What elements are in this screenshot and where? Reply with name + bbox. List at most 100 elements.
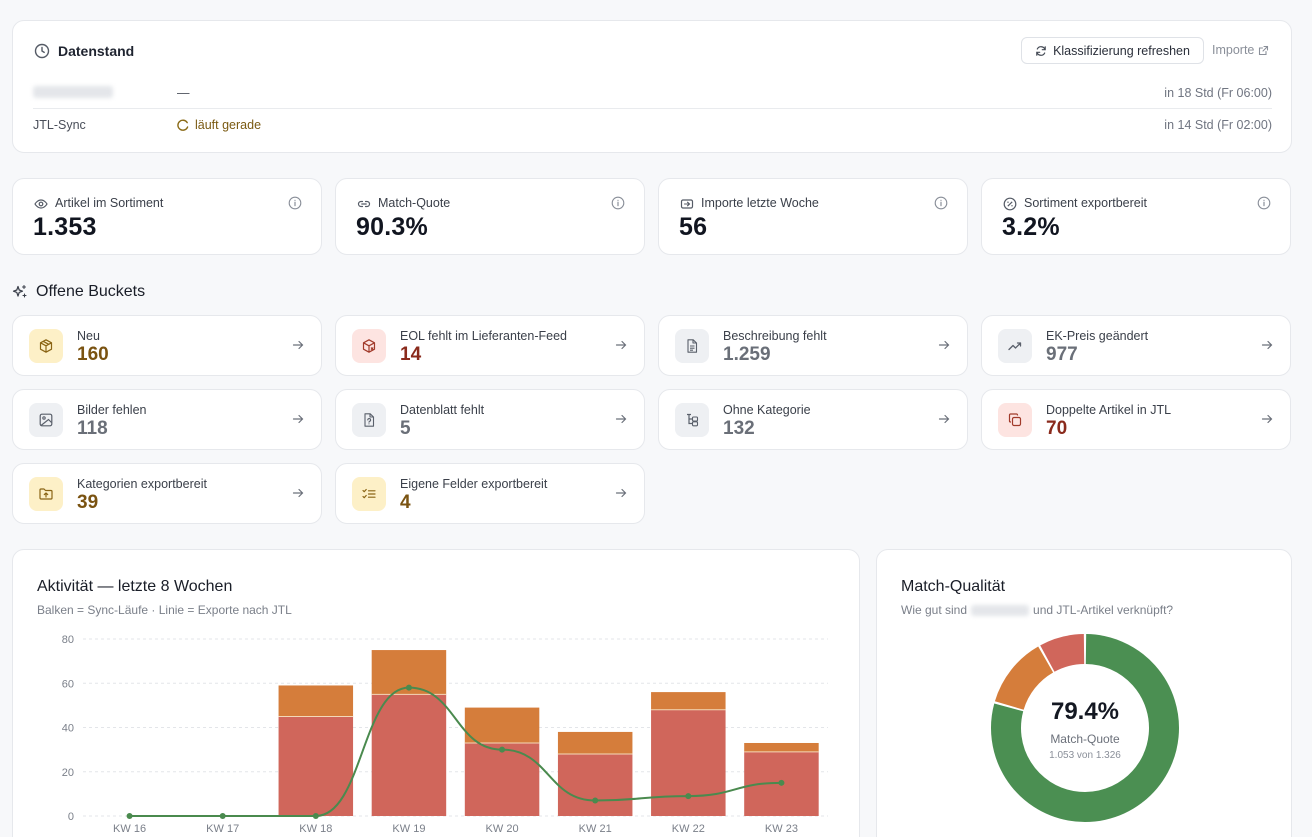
datenstand-card: Datenstand Klassifizierung refreshen Imp… <box>12 20 1292 153</box>
kpi-value: 90.3% <box>356 213 428 241</box>
activity-chart-subtitle: Balken = Sync-Läufe · Linie = Exporte na… <box>37 603 292 617</box>
image-icon <box>29 403 63 437</box>
package-icon <box>29 329 63 363</box>
donut-center-detail: 1.053 von 1.326 <box>1049 750 1121 761</box>
x-tick-label: KW 19 <box>392 823 425 835</box>
copy-icon <box>998 403 1032 437</box>
kpi-label: Sortiment exportbereit <box>1024 196 1147 210</box>
x-tick-label: KW 22 <box>672 823 705 835</box>
percent-icon <box>1003 197 1017 211</box>
bucket-bilder-fehlen[interactable]: Bilder fehlen 118 <box>12 389 322 450</box>
bucket-eigene-felder-exportbereit[interactable]: Eigene Felder exportbereit 4 <box>335 463 645 524</box>
sync-row-status: — <box>177 86 190 100</box>
line-point <box>499 746 506 753</box>
bucket-ek-preis-geaendert[interactable]: EK-Preis geändert 977 <box>981 315 1291 376</box>
bucket-label: EOL fehlt im Lieferanten-Feed <box>400 329 567 343</box>
bucket-value: 1.259 <box>723 344 771 365</box>
arrow-right-icon <box>614 486 628 500</box>
line-point <box>778 779 785 786</box>
clock-icon <box>34 43 50 59</box>
bar-segment-2 <box>278 685 354 717</box>
kpi-label: Artikel im Sortiment <box>55 196 164 210</box>
bar-segment-2 <box>651 692 726 710</box>
bucket-label: Neu <box>77 329 100 343</box>
y-tick-label: 40 <box>62 723 74 735</box>
external-link-icon <box>1258 45 1269 56</box>
y-tick-label: 0 <box>68 811 74 823</box>
line-point <box>405 684 412 691</box>
kpi-artikel-im-sortiment: Artikel im Sortiment 1.353 <box>12 178 322 255</box>
info-icon[interactable] <box>1257 196 1271 210</box>
subtitle-part: und JTL-Artikel verknüpft? <box>1033 603 1174 617</box>
bar-segment-2 <box>464 707 540 743</box>
sync-row-supplier: — in 18 Std (Fr 06:00) <box>33 77 1272 109</box>
file-text-icon <box>675 329 709 363</box>
bucket-value: 118 <box>77 418 108 439</box>
sync-status-text: läuft gerade <box>195 118 262 132</box>
datenstand-title: Datenstand <box>58 43 135 59</box>
x-tick-label: KW 17 <box>206 823 239 835</box>
bar-segment-1 <box>371 694 447 816</box>
sync-row-next: in 18 Std (Fr 06:00) <box>1164 86 1272 100</box>
info-icon[interactable] <box>934 196 948 210</box>
donut-slice-1 <box>991 634 1179 822</box>
activity-chart-card: Aktivität — letzte 8 Wochen Balken = Syn… <box>12 549 860 837</box>
folder-up-icon <box>29 477 63 511</box>
x-tick-label: KW 21 <box>579 823 612 835</box>
bucket-label: Eigene Felder exportbereit <box>400 477 548 491</box>
importe-link[interactable]: Importe <box>1212 43 1269 57</box>
info-icon[interactable] <box>288 196 302 210</box>
bucket-doppelte-artikel[interactable]: Doppelte Artikel in JTL 70 <box>981 389 1291 450</box>
bucket-datenblatt-fehlt[interactable]: Datenblatt fehlt 5 <box>335 389 645 450</box>
arrow-right-icon <box>291 338 305 352</box>
bucket-kategorien-exportbereit[interactable]: Kategorien exportbereit 39 <box>12 463 322 524</box>
importe-label: Importe <box>1212 43 1255 57</box>
bucket-beschreibung-fehlt[interactable]: Beschreibung fehlt 1.259 <box>658 315 968 376</box>
bucket-value: 4 <box>400 492 411 513</box>
match-quality-subtitle: Wie gut sind und JTL-Artikel verknüpft? <box>901 603 1173 617</box>
bar-segment-1 <box>278 716 354 816</box>
line-point <box>592 797 599 804</box>
bucket-value: 70 <box>1046 418 1068 439</box>
donut-center-value: 79.4% <box>1050 698 1120 725</box>
line-point <box>685 793 692 800</box>
bucket-value: 39 <box>77 492 99 513</box>
bucket-neu[interactable]: Neu 160 <box>12 315 322 376</box>
bucket-eol-fehlt[interactable]: EOL fehlt im Lieferanten-Feed 14 <box>335 315 645 376</box>
kpi-importe-letzte-woche: Importe letzte Woche 56 <box>658 178 968 255</box>
file-question-icon <box>352 403 386 437</box>
bucket-value: 160 <box>77 344 109 365</box>
activity-chart-title: Aktivität — letzte 8 Wochen <box>37 578 233 595</box>
sync-row-jtl: JTL-Sync läuft gerade in 14 Std (Fr 02:0… <box>33 109 1272 141</box>
match-donut-chart <box>991 634 1179 822</box>
kpi-match-quote: Match-Quote 90.3% <box>335 178 645 255</box>
arrow-right-icon <box>291 486 305 500</box>
arrow-right-icon <box>614 412 628 426</box>
bucket-label: Doppelte Artikel in JTL <box>1046 403 1172 417</box>
bucket-label: Datenblatt fehlt <box>400 403 485 417</box>
kpi-value: 1.353 <box>33 213 97 241</box>
info-icon[interactable] <box>611 196 625 210</box>
line-point <box>312 813 319 819</box>
arrow-right-icon <box>614 338 628 352</box>
activity-chart: 0 20 40 60 80 KW 16 KW 17 KW 18 KW 19 KW 20 KW 21 K… <box>62 634 828 835</box>
redacted-supplier <box>971 604 1030 616</box>
eye-icon <box>34 197 48 211</box>
bucket-label: EK-Preis geändert <box>1046 329 1149 343</box>
sparkles-icon <box>12 284 28 300</box>
import-icon <box>680 197 694 211</box>
donut-slice-2 <box>994 646 1054 711</box>
kpi-label: Match-Quote <box>378 196 451 210</box>
bucket-label: Ohne Kategorie <box>723 403 811 417</box>
bar-segment-1 <box>464 742 540 816</box>
package-x-icon <box>352 329 386 363</box>
trending-up-icon <box>998 329 1032 363</box>
refresh-classification-button[interactable]: Klassifizierung refreshen <box>1021 37 1204 64</box>
sync-row-name <box>33 86 113 101</box>
bucket-ohne-kategorie[interactable]: Ohne Kategorie 132 <box>658 389 968 450</box>
donut-slice-3 <box>1040 634 1085 672</box>
arrow-right-icon <box>291 412 305 426</box>
bucket-value: 977 <box>1046 344 1078 365</box>
x-tick-label: KW 16 <box>113 823 146 835</box>
export-line <box>129 686 782 817</box>
